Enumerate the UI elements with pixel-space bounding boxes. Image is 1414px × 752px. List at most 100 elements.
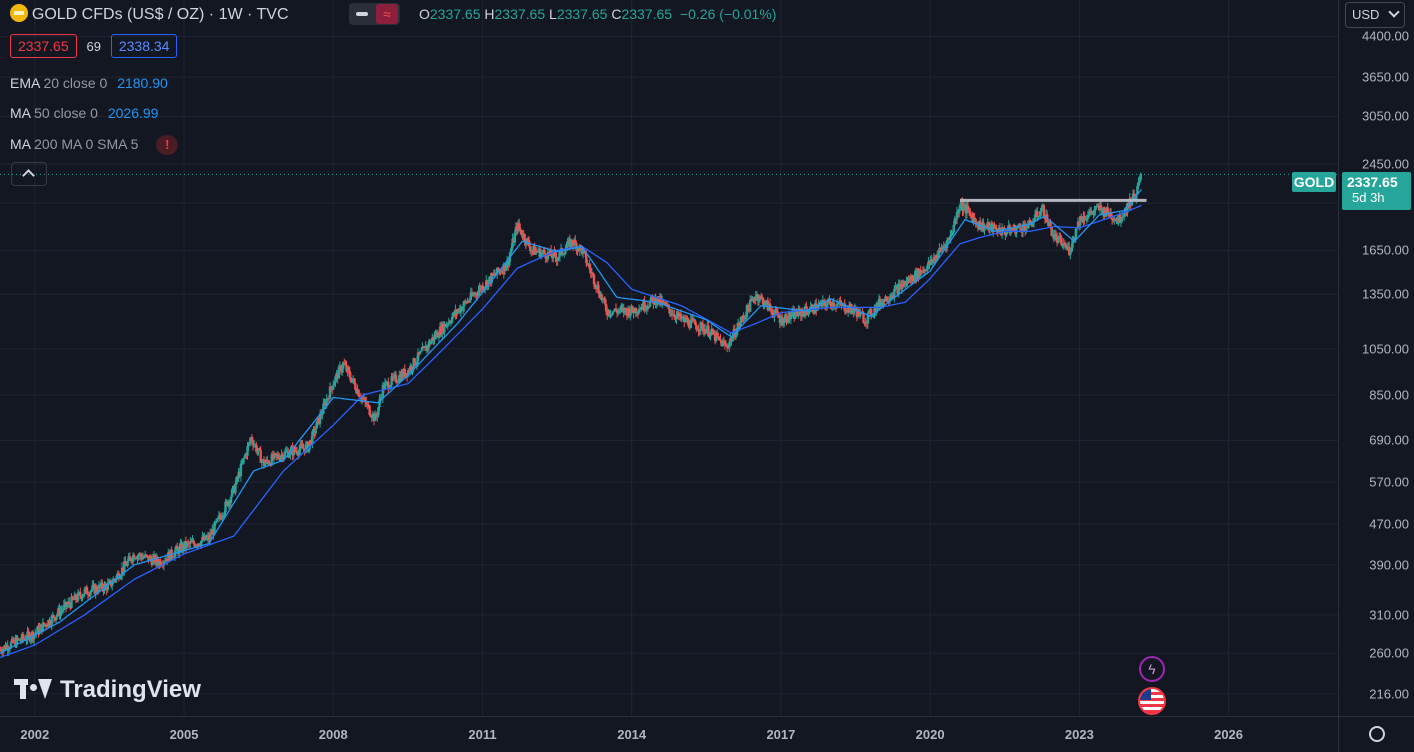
candle	[643, 296, 646, 314]
candle	[600, 292, 603, 303]
candle	[611, 311, 614, 316]
time-tick-label: 2005	[169, 727, 199, 742]
candle	[1028, 217, 1031, 222]
price-axis[interactable]: USD 4400.003650.003050.002450.002050.001…	[1338, 0, 1414, 716]
candle	[104, 581, 107, 586]
candle	[754, 291, 757, 305]
candle	[50, 614, 53, 630]
ohlc-high-label: H	[484, 6, 495, 22]
candle	[136, 554, 139, 564]
candle	[1000, 223, 1004, 239]
indicator-ma200[interactable]: MA 200 MA 0 SMA 5 !	[10, 135, 179, 155]
candle	[251, 436, 255, 451]
candle	[668, 308, 672, 317]
candle	[354, 378, 357, 391]
bid-button[interactable]: 2337.65	[10, 34, 77, 58]
chart-settings-button[interactable]	[1338, 716, 1414, 752]
candle	[797, 304, 800, 319]
indicator-value: 2026.99	[107, 105, 159, 121]
candle	[760, 292, 763, 300]
collapse-legend-button[interactable]	[11, 162, 47, 186]
candle	[218, 512, 222, 521]
ohlc-close-value: 2337.65	[621, 6, 673, 22]
time-axis[interactable]: 2002 2005 2008 2011 2014 2017 2020 2023 2026	[0, 716, 1338, 752]
candle	[1118, 211, 1122, 224]
candle	[299, 439, 302, 455]
candle	[133, 553, 136, 560]
candle	[59, 605, 62, 620]
candle	[344, 359, 347, 366]
candle	[1075, 228, 1079, 234]
candle	[18, 638, 22, 641]
eye-icon	[356, 12, 368, 16]
candle	[6, 640, 9, 656]
candle	[867, 309, 871, 319]
price-tick-label: 1350.00	[1362, 286, 1409, 302]
candle	[705, 329, 708, 334]
candle	[723, 339, 727, 350]
ohlc-readout: O2337.65 H2337.65 L2337.65 C2337.65 −0.2…	[419, 6, 776, 22]
time-tick-label: 2011	[468, 727, 497, 742]
candle	[1080, 213, 1083, 221]
candle	[749, 295, 752, 313]
candle	[427, 338, 431, 352]
symbol-title[interactable]: GOLD CFDs (US$ / OZ) · 1W · TVC	[31, 6, 289, 23]
error-icon[interactable]: !	[156, 135, 179, 155]
candle	[332, 380, 335, 391]
indicator-ema20[interactable]: EMA 20 close 0 2180.90	[10, 75, 168, 91]
bar-countdown: 5d 3h	[1352, 190, 1385, 205]
candle	[634, 307, 638, 318]
ohlc-high-value: 2337.65	[494, 6, 546, 22]
candle	[475, 292, 478, 300]
indicator-name: MA	[10, 105, 31, 121]
candle	[854, 304, 858, 312]
candle	[272, 450, 276, 465]
candle	[608, 309, 611, 318]
visibility-toggle-button[interactable]: ≈	[349, 3, 400, 25]
candle	[91, 580, 94, 593]
last-price-value: 2337.65	[1347, 174, 1398, 190]
candle	[520, 230, 523, 236]
indicator-name: MA	[10, 136, 31, 152]
candle	[629, 313, 632, 321]
price-tick-label: 3050.00	[1362, 108, 1409, 124]
us-economic-event-icon[interactable]	[1138, 687, 1166, 715]
price-tick-label: 2450.00	[1362, 156, 1409, 172]
candle	[762, 297, 765, 310]
candle	[389, 384, 392, 390]
lightning-icon[interactable]: ϟ	[1139, 656, 1165, 682]
candle	[941, 244, 944, 252]
candle	[328, 382, 332, 400]
candle	[1069, 251, 1072, 260]
candle	[1092, 209, 1095, 219]
candle	[815, 298, 818, 316]
indicator-ma50[interactable]: MA 50 close 0 2026.99	[10, 105, 158, 121]
candle	[443, 321, 446, 338]
chart-grid	[0, 0, 1338, 716]
candle	[558, 250, 562, 262]
candle	[1036, 206, 1039, 222]
chart-plot-area[interactable]	[0, 0, 1338, 716]
candle	[255, 441, 258, 455]
candle	[86, 590, 90, 600]
candle	[322, 398, 325, 414]
candlestick-series	[0, 172, 1142, 658]
candle	[41, 618, 45, 633]
currency-label: USD	[1352, 7, 1380, 22]
candle	[707, 321, 710, 338]
candle	[618, 309, 621, 315]
candle	[617, 307, 620, 316]
currency-selector[interactable]: USD	[1345, 2, 1405, 28]
bid-ask-row: 2337.65 69 2338.34	[10, 34, 178, 58]
watermark-text: TradingView	[60, 676, 201, 703]
candle	[358, 394, 361, 398]
price-tick-label: 216.00	[1369, 686, 1409, 702]
ask-button[interactable]: 2338.34	[110, 34, 178, 58]
candle	[124, 556, 127, 565]
candle	[466, 297, 469, 304]
last-price-label: 2337.65 5d 3h	[1342, 172, 1411, 210]
candle	[392, 372, 396, 382]
candle	[436, 329, 440, 338]
candle	[870, 307, 873, 320]
candle	[390, 372, 393, 389]
